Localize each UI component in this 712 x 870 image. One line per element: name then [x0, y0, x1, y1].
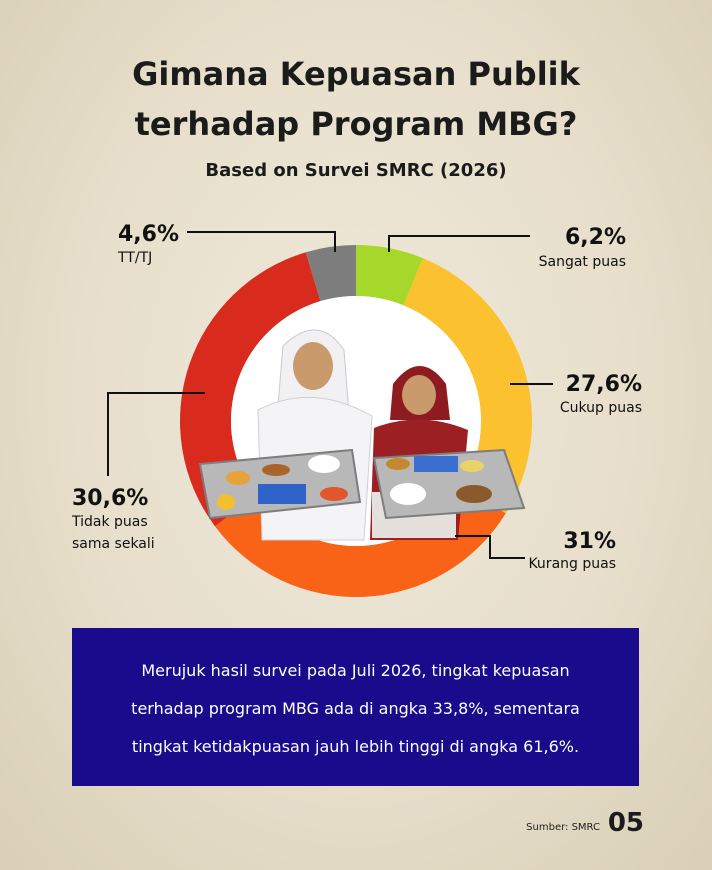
pct-label-kurang: 31% [563, 529, 616, 554]
info-line-3: tingkat ketidakpuasan jauh lebih tinggi … [131, 737, 580, 756]
donut-slice-tt-tj [305, 245, 356, 302]
donut-slice-sangat-puas [356, 245, 423, 306]
donut-slice-kurang-puas [214, 486, 506, 597]
children-photo-illustration [198, 329, 526, 541]
name-label-tidak-line1: Tidak puas [72, 514, 148, 530]
name-label-sangat: Sangat puas [538, 254, 626, 270]
chart-subtitle: Based on Survei SMRC (2026) [205, 160, 507, 181]
info-box: Merujuk hasil survei pada Juli 2026, tin… [72, 628, 639, 786]
leader-line-sangat [388, 235, 530, 252]
page-title-line2: terhadap Program MBG? [134, 105, 578, 143]
pct-label-cukup: 27,6% [565, 372, 642, 397]
pct-label-sangat: 6,2% [564, 225, 626, 250]
pct-label-tidak: 30,6% [72, 486, 149, 511]
name-label-cukup: Cukup puas [559, 400, 642, 416]
name-label-tidak-line2: sama sekali [72, 536, 155, 552]
info-text: Merujuk hasil survei pada Juli 2026, tin… [72, 652, 639, 766]
leader-line-tidak [107, 392, 205, 476]
page-number: 05 [607, 808, 644, 838]
source-label: Sumber: SMRC [526, 822, 600, 833]
leader-line-ttj [187, 231, 336, 252]
leader-line-kurang [455, 535, 525, 559]
info-line-1: Merujuk hasil survei pada Juli 2026, tin… [141, 661, 570, 680]
name-label-ttj: TT/TJ [118, 250, 153, 266]
pct-label-ttj: 4,6% [118, 222, 180, 247]
donut-slice-tidak-puas-sama-sekali [180, 252, 321, 527]
info-line-2: terhadap program MBG ada di angka 33,8%,… [131, 699, 580, 718]
name-label-kurang: Kurang puas [528, 556, 616, 572]
page-title-line1: Gimana Kepuasan Publik [132, 55, 580, 93]
